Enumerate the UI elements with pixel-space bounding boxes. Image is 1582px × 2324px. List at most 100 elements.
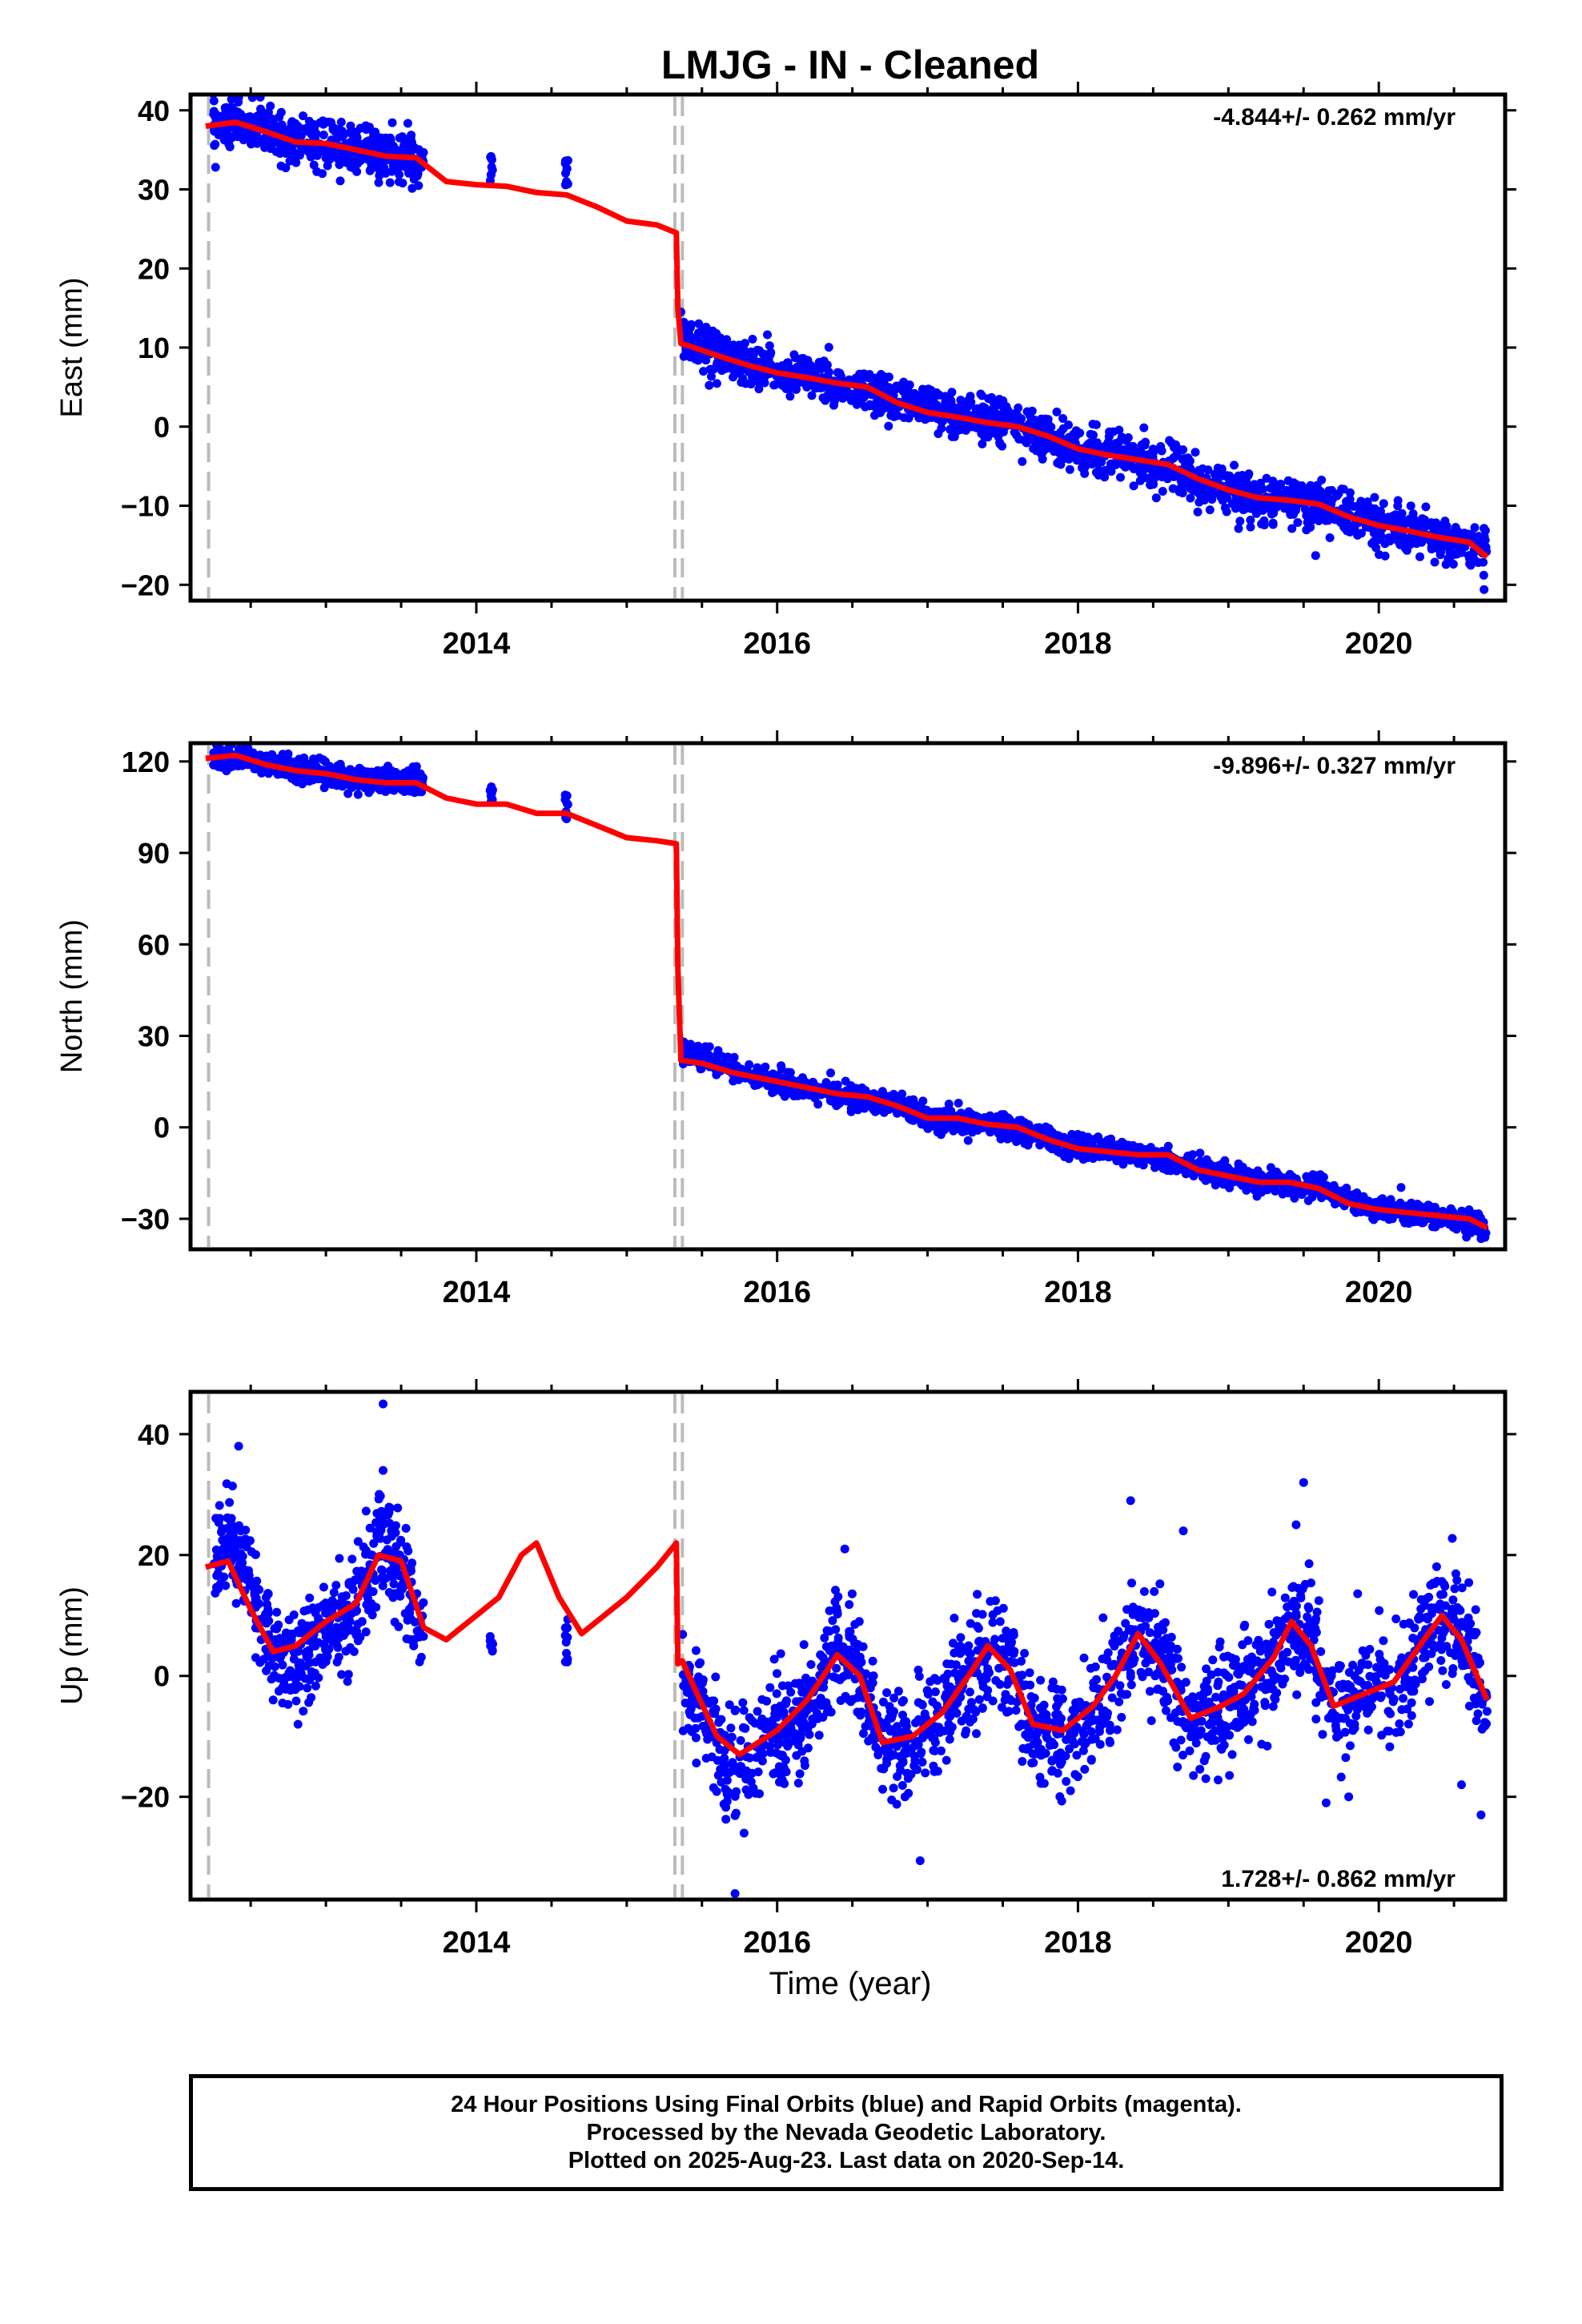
observation-point <box>377 162 387 171</box>
observation-point <box>311 1657 320 1667</box>
observation-point <box>1074 454 1084 464</box>
observation-point <box>401 1523 411 1533</box>
observation-points <box>208 94 1492 594</box>
observation-point <box>956 396 966 405</box>
observation-point <box>292 149 302 159</box>
observation-point <box>769 1087 779 1096</box>
x-tick-label: 2014 <box>443 627 511 661</box>
observation-point <box>821 396 830 405</box>
observation-point <box>1439 522 1448 532</box>
observation-point <box>304 116 314 126</box>
observation-point <box>1314 516 1323 525</box>
observation-point <box>1203 1160 1212 1170</box>
observation-point <box>274 1687 283 1696</box>
observation-point <box>1476 1234 1486 1244</box>
observation-point <box>806 361 816 371</box>
observation-point <box>1252 1192 1262 1201</box>
observation-point <box>1427 518 1436 528</box>
observation-point <box>252 139 262 148</box>
observation-point <box>1018 456 1027 466</box>
observation-point <box>1117 432 1126 442</box>
observation-point <box>1146 473 1155 483</box>
y-tick-label: 90 <box>138 837 170 870</box>
observation-point <box>351 155 360 165</box>
observation-point <box>729 1052 739 1062</box>
observation-point <box>1396 1183 1406 1192</box>
observation-point <box>371 1602 381 1612</box>
y-tick-label: 60 <box>138 928 170 961</box>
observation-point <box>1300 489 1310 499</box>
observation-point <box>305 1593 315 1602</box>
observation-point <box>227 1482 237 1491</box>
observation-point <box>719 363 729 372</box>
observation-point <box>1266 1163 1275 1172</box>
observation-point <box>325 149 335 159</box>
observation-point <box>276 107 286 117</box>
observation-point <box>365 1523 375 1533</box>
observation-point <box>1090 1134 1100 1144</box>
observation-point <box>861 402 870 412</box>
observation-point <box>1052 407 1062 416</box>
observation-point <box>694 319 704 328</box>
observation-point <box>215 759 224 769</box>
observation-point <box>1404 1216 1414 1225</box>
observation-point <box>686 320 696 329</box>
model-line <box>205 119 1489 560</box>
observation-point <box>1474 558 1483 567</box>
observation-point <box>1430 557 1439 567</box>
observation-point <box>1235 517 1245 526</box>
observation-point <box>1106 459 1115 468</box>
velocity-rate-label: -9.896+/- 0.327 mm/yr <box>1213 753 1456 779</box>
observation-point <box>1324 486 1334 496</box>
observation-point <box>694 1051 704 1061</box>
observation-point <box>1466 556 1476 565</box>
observation-point <box>1445 556 1455 565</box>
observation-point <box>346 121 355 131</box>
observation-point <box>1283 476 1293 485</box>
observation-point <box>252 111 262 121</box>
observation-point <box>897 1089 907 1099</box>
observation-point <box>256 104 265 114</box>
observation-point <box>1325 533 1335 542</box>
observation-point <box>950 405 960 415</box>
observation-point <box>1287 524 1297 533</box>
observation-point <box>693 328 703 338</box>
observation-point <box>295 754 304 764</box>
observation-point <box>412 145 422 154</box>
observation-point <box>1279 1184 1289 1193</box>
observation-point <box>1146 480 1155 489</box>
observation-point <box>333 154 343 163</box>
observation-point <box>1064 1154 1074 1164</box>
observation-point <box>905 380 914 390</box>
observation-point <box>1140 440 1150 450</box>
observation-point <box>986 1125 996 1135</box>
observation-point <box>1117 1137 1126 1147</box>
observation-point <box>763 1081 773 1091</box>
observation-point <box>826 1068 835 1078</box>
observation-point <box>1375 550 1383 559</box>
observation-point <box>305 149 315 159</box>
observation-point <box>1251 486 1260 496</box>
observation-point <box>1282 485 1291 495</box>
observation-point <box>701 328 710 338</box>
observation-point <box>1173 448 1182 457</box>
observation-point <box>937 424 946 433</box>
observation-point <box>887 404 897 413</box>
observation-point <box>291 158 301 167</box>
observation-point <box>876 372 885 381</box>
observation-point <box>840 392 849 401</box>
observation-point <box>1022 438 1031 448</box>
observation-point <box>1222 507 1231 517</box>
x-tick-label: 2016 <box>743 627 811 661</box>
observation-point <box>335 176 345 186</box>
observation-point <box>307 760 317 770</box>
observation-point <box>1234 524 1243 533</box>
observation-point <box>356 139 365 149</box>
observation-point <box>1038 454 1047 464</box>
observation-point <box>1118 1160 1128 1169</box>
observation-point <box>391 1562 400 1570</box>
observation-point <box>1064 454 1074 464</box>
observation-point <box>562 791 572 801</box>
observation-point <box>723 344 733 353</box>
observation-point <box>353 790 363 799</box>
